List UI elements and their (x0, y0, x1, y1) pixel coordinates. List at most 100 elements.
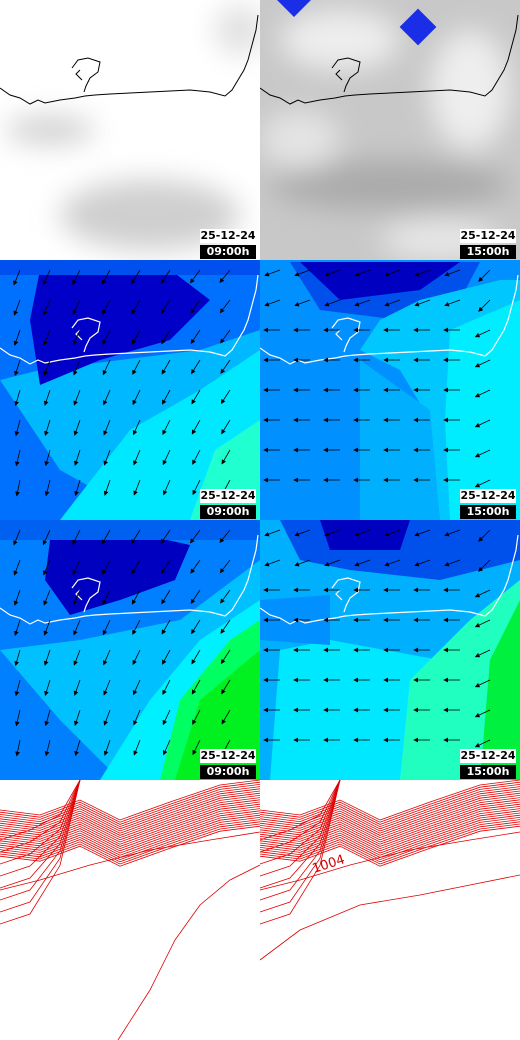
isobar (259, 779, 341, 865)
isobar (0, 779, 81, 901)
isobar (0, 795, 261, 836)
isobar (259, 812, 520, 854)
wind-arrow (192, 709, 201, 725)
wind-arrow (220, 649, 231, 665)
isobar (259, 788, 520, 830)
isobar (259, 779, 520, 821)
wind-arrow (131, 329, 141, 345)
isobar (259, 801, 520, 843)
wind-arrow (478, 559, 491, 572)
time-label: 15:00h (467, 765, 510, 778)
wind-arrow (160, 559, 171, 575)
wind-arrow (444, 529, 461, 537)
wind-arrow (478, 529, 491, 542)
wind-arrow (160, 299, 171, 315)
isobar (0, 819, 261, 861)
wind-arrow (14, 649, 21, 667)
isobar (0, 801, 261, 843)
wind-arrow (474, 329, 491, 338)
wind-arrow (13, 559, 21, 576)
wind-arrow (220, 589, 231, 604)
date-label: 25-12-24 (460, 489, 515, 502)
wind-arrow (478, 269, 491, 282)
wind-arrow (73, 649, 81, 666)
wind-arrow (294, 529, 311, 537)
isobar (259, 825, 520, 867)
isobar (0, 779, 81, 853)
wind-arrow (42, 529, 51, 546)
date-box (200, 489, 256, 503)
wind-arrow (131, 529, 141, 545)
wind-arrow (160, 269, 171, 284)
wind-arrow (132, 389, 141, 406)
wind-arrow (161, 619, 171, 635)
wind-arrow (192, 449, 201, 465)
wind-arrow (384, 299, 401, 307)
isobar (259, 790, 520, 832)
wind-arrow (73, 389, 81, 406)
wind-arrow (103, 419, 111, 436)
wind-arrow (189, 269, 201, 284)
time-box (200, 765, 256, 779)
isobar (259, 806, 520, 847)
wind-arrow (474, 619, 491, 628)
time-box (460, 245, 516, 259)
wind-arrow (42, 269, 51, 286)
wind-arrow (102, 329, 111, 346)
wind-arrow (103, 679, 111, 696)
wind-arrow (219, 559, 231, 574)
isobar (259, 821, 520, 863)
isobar (259, 779, 341, 913)
isobar (259, 786, 520, 828)
wind-arrow (324, 559, 341, 567)
wind-arrow (354, 299, 371, 307)
wind-arrow (220, 329, 231, 344)
date-label: 25-12-24 (200, 749, 255, 762)
wind-arrow (14, 419, 21, 437)
wind-arrow (294, 269, 311, 277)
wind-arrow (15, 739, 21, 757)
wind-arrow (191, 679, 201, 695)
wind-arrow (190, 329, 201, 344)
wind-arrow (264, 299, 281, 307)
isobar (259, 784, 520, 825)
isobar (0, 779, 261, 821)
isobar (0, 803, 261, 845)
wind-arrow (132, 649, 141, 666)
wind-arrow (131, 269, 141, 285)
isobar (259, 808, 520, 850)
wind-arrow (160, 529, 171, 544)
date-label: 25-12-24 (200, 489, 255, 502)
wind-arrow (192, 479, 201, 496)
wind-arrow (474, 389, 491, 398)
wind-arrow (220, 619, 231, 634)
isobar (0, 779, 81, 877)
isobar (259, 795, 520, 836)
wind-arrow (221, 449, 231, 465)
wind-arrow (190, 299, 201, 314)
date-box (460, 229, 516, 243)
wind-arrow (162, 649, 171, 665)
wind-arrow (103, 449, 111, 466)
wind-arrow (131, 559, 141, 575)
wind-arrow (72, 299, 81, 316)
wind-arrow (192, 739, 201, 756)
isobar (117, 864, 261, 1040)
wind-arrow (102, 619, 111, 636)
pressure-panels (0, 779, 520, 1040)
wind-arrow (414, 529, 431, 537)
wind-arrow (132, 359, 141, 375)
wind-arrow (13, 269, 21, 286)
wind-arrow (354, 529, 371, 537)
date-box (200, 749, 256, 763)
time-box (460, 765, 516, 779)
wind-arrow (219, 299, 231, 314)
wind-arrow (103, 739, 111, 756)
wind-arrow (220, 359, 231, 374)
wind-arrow (162, 739, 171, 756)
time-label: 09:00h (207, 505, 250, 518)
wind-arrow (161, 589, 171, 605)
date-label: 25-12-24 (460, 749, 515, 762)
isobar (259, 779, 341, 901)
wind-arrow (73, 679, 81, 696)
